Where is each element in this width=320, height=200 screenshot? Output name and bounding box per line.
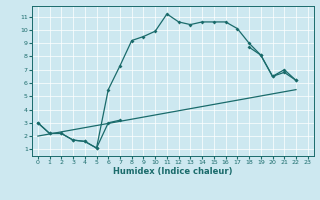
- X-axis label: Humidex (Indice chaleur): Humidex (Indice chaleur): [113, 167, 233, 176]
